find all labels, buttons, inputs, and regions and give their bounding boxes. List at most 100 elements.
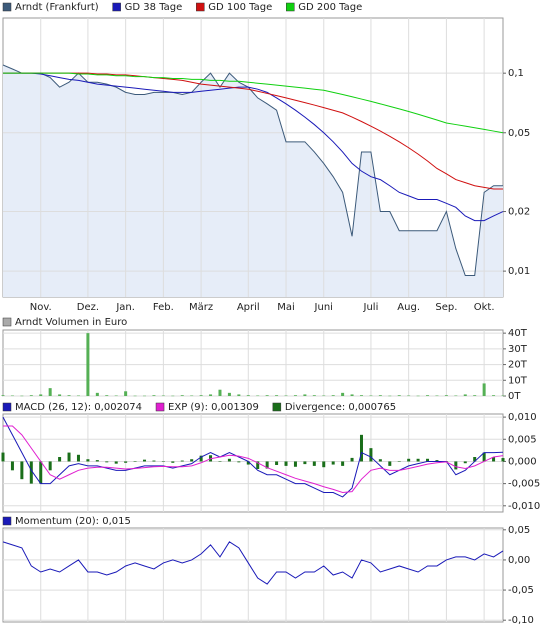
bar <box>105 461 109 463</box>
bar <box>86 333 90 396</box>
bar <box>180 395 184 396</box>
y-tick-label: 0,05 <box>508 525 530 536</box>
legend-swatch <box>2 516 12 526</box>
legend-swatch <box>272 402 282 412</box>
bar <box>1 395 5 396</box>
bar <box>492 457 496 462</box>
bar <box>388 395 392 397</box>
x-tick-label: März <box>189 302 213 313</box>
bar <box>114 461 118 464</box>
x-tick-label: Jan. <box>115 302 135 313</box>
x-tick-label: Dez. <box>77 302 99 313</box>
bar <box>463 461 467 464</box>
bar <box>275 461 279 465</box>
bar <box>58 457 62 462</box>
y-tick-label: -0,10 <box>508 615 534 626</box>
bar <box>265 395 269 396</box>
bar <box>444 395 448 396</box>
bar <box>341 461 345 466</box>
series-line <box>2 416 504 498</box>
y-tick-label: 0,00 <box>508 555 530 566</box>
x-tick-label: Aug. <box>397 302 420 313</box>
x-tick-label: Juli <box>363 302 379 313</box>
bar <box>114 395 118 397</box>
y-tick-label: 0,005 <box>508 434 537 445</box>
bar <box>454 461 458 470</box>
x-tick-label: Nov. <box>30 302 52 313</box>
y-tick-label: 0,02 <box>508 207 530 218</box>
bar <box>10 395 14 397</box>
bar <box>152 460 156 462</box>
bar <box>209 394 213 396</box>
legend-label: Momentum (20): 0,015 <box>15 516 131 527</box>
bar <box>199 455 203 462</box>
bar <box>482 452 486 462</box>
bar <box>124 461 128 463</box>
x-tick-label: Juni <box>314 302 333 313</box>
y-tick-label: 0,010 <box>508 412 537 423</box>
bar <box>39 461 43 484</box>
series-line <box>3 72 503 190</box>
bar <box>426 395 430 396</box>
legend-label: MACD (26, 12): 0,002074 <box>15 402 142 413</box>
bar <box>501 395 505 397</box>
legend-label: GD 100 Tage <box>208 2 272 13</box>
bar <box>435 395 439 397</box>
x-tick-label: Okt. <box>474 302 495 313</box>
bar <box>397 395 401 396</box>
bar <box>105 395 109 396</box>
bar <box>416 458 420 462</box>
bar <box>161 461 165 462</box>
bar <box>76 395 80 397</box>
bar <box>20 461 24 480</box>
bar <box>227 458 231 462</box>
legend-label: GD 38 Tage <box>125 2 183 13</box>
y-tick-label: 10T <box>508 375 528 386</box>
bar <box>284 461 288 466</box>
x-tick-label: Sep. <box>435 302 457 313</box>
bar <box>161 395 165 397</box>
y-tick-label: 0T <box>508 391 521 402</box>
bar <box>124 391 128 396</box>
bar <box>143 459 147 462</box>
bar <box>1 452 5 462</box>
y-tick-label: 0,000 <box>508 456 537 467</box>
bar <box>180 460 184 462</box>
bar <box>67 452 71 462</box>
legend-label: EXP (9): 0,001309 <box>168 402 259 413</box>
legend-label: Arndt Volumen in Euro <box>15 317 127 328</box>
bar <box>95 392 99 396</box>
bar <box>199 395 203 396</box>
series-line <box>3 72 504 222</box>
bar <box>48 388 52 396</box>
legend-label: Divergence: 0,000765 <box>285 402 396 413</box>
bar <box>39 394 43 396</box>
bar <box>426 458 430 462</box>
bar <box>10 461 14 471</box>
x-tick-label: April <box>237 302 260 313</box>
bar <box>256 395 260 397</box>
y-tick-label: -0,05 <box>508 585 534 596</box>
bar <box>463 394 467 396</box>
bar <box>256 461 260 469</box>
bar <box>397 461 401 462</box>
panel-frame <box>2 413 504 513</box>
bar <box>67 395 71 396</box>
bar <box>350 457 354 462</box>
bar <box>350 394 354 396</box>
bar <box>29 395 33 396</box>
x-tick-label: Mai <box>277 302 295 313</box>
legend-swatch <box>2 402 12 412</box>
bar <box>312 395 316 396</box>
bar <box>218 461 222 462</box>
bar <box>95 460 99 462</box>
legend-swatch <box>155 402 165 412</box>
series-line <box>2 541 504 585</box>
bar <box>246 395 250 396</box>
bar <box>454 395 458 397</box>
legend-swatch <box>2 2 12 12</box>
y-tick-label: 0,1 <box>508 68 524 79</box>
bar <box>152 395 156 396</box>
x-tick-label: Feb. <box>153 302 174 313</box>
bar <box>369 448 373 462</box>
